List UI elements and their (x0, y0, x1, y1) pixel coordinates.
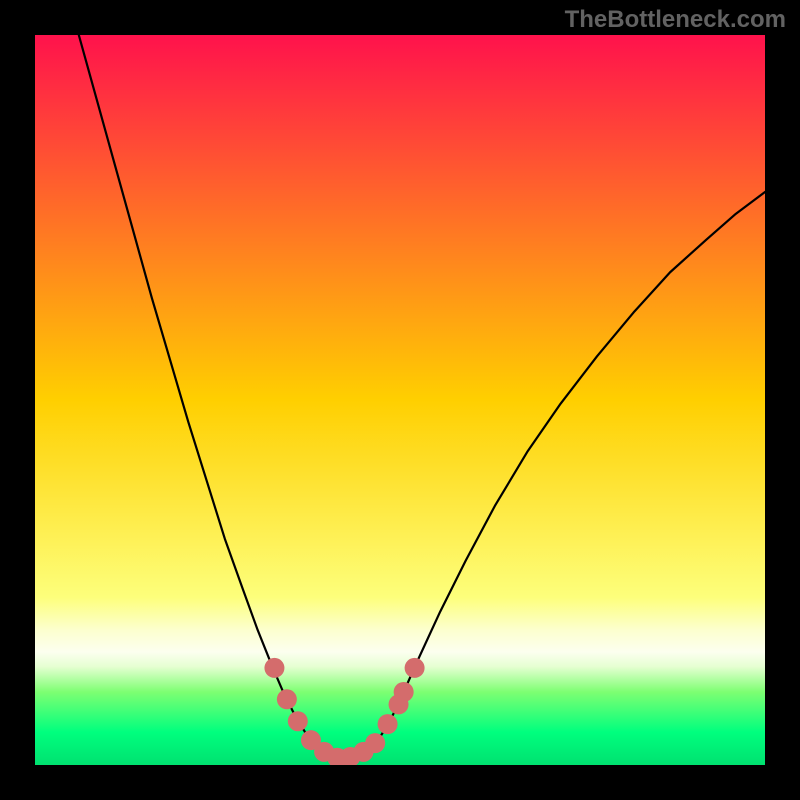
markers-layer (35, 35, 765, 765)
highlight-marker (405, 658, 425, 678)
chart-stage: TheBottleneck.com (0, 0, 800, 800)
plot-area (35, 35, 765, 765)
watermark-text: TheBottleneck.com (565, 6, 786, 34)
highlight-marker (288, 711, 308, 731)
highlight-marker (264, 658, 284, 678)
highlight-marker (378, 714, 398, 734)
highlight-marker (365, 733, 385, 753)
highlight-marker (394, 682, 414, 702)
highlight-marker (277, 689, 297, 709)
